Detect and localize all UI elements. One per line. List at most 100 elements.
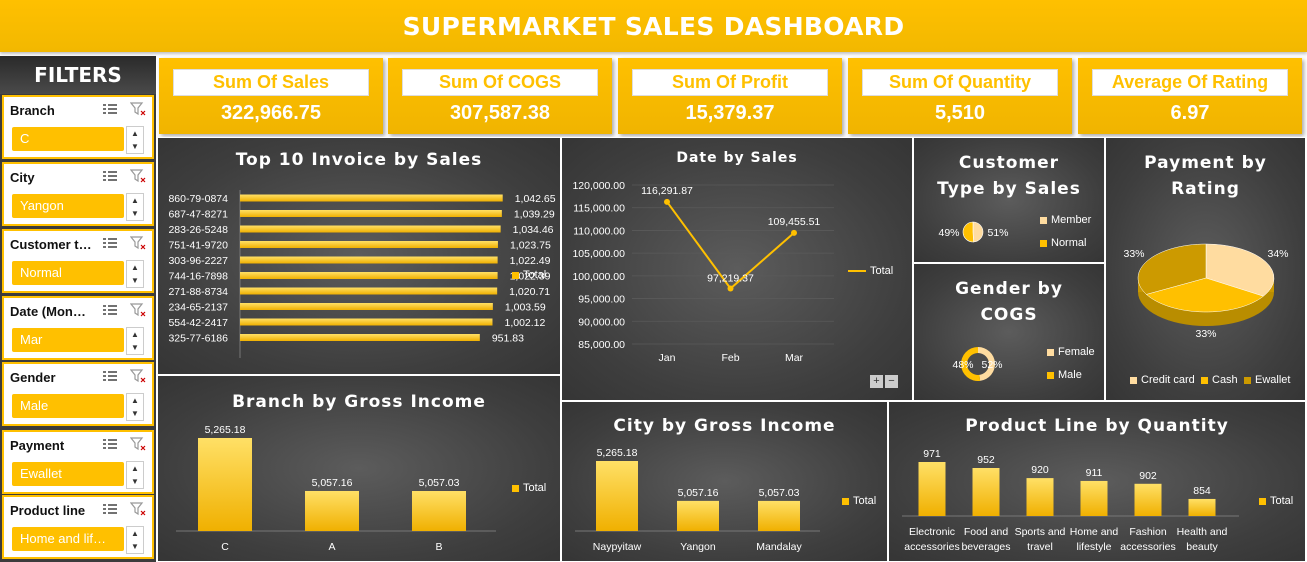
chart-payment-rating[interactable]: Payment by Rating 34% 33% 33% Credit card … (1105, 137, 1306, 401)
scroll-down-icon[interactable]: ▼ (131, 542, 139, 551)
sales-point (791, 229, 797, 236)
chart-title: Branch by Gross Income (232, 392, 486, 412)
scroll-up-icon[interactable]: ▲ (131, 464, 139, 473)
slicer-selected-item[interactable]: Home and lif… (12, 527, 124, 551)
slicer-selected-item[interactable]: Yangon (12, 194, 124, 218)
legend-label: Total (523, 269, 547, 281)
legend-total: Total (842, 495, 876, 507)
legend-swatch (1040, 216, 1047, 224)
chart-city-gross-income[interactable]: City by Gross Income 5,265.18 Naypyitaw 5,… (561, 401, 888, 562)
chart-branch-gross-income[interactable]: Branch by Gross Income 5,265.18 C 5,057.16… (157, 375, 561, 562)
payment-pie-chart: 34% 33% 33% (1123, 243, 1289, 340)
category-label: 687-47-8271 (168, 209, 228, 221)
chart-title-line: Type by Sales (937, 179, 1081, 199)
scroll-up-icon[interactable]: ▲ (131, 396, 139, 405)
slicer-scrollbar[interactable]: ▲ ▼ (126, 526, 144, 554)
slicer-scrollbar[interactable]: ▲ ▼ (126, 260, 144, 288)
legend-swatch (1259, 497, 1266, 505)
scroll-down-icon[interactable]: ▼ (131, 409, 139, 418)
scroll-up-icon[interactable]: ▲ (131, 529, 139, 538)
data-label: 49% (938, 227, 959, 239)
legend-swatch (1201, 376, 1208, 384)
chart-title-line: COGS (980, 305, 1038, 325)
data-label: 109,455.51 (768, 216, 821, 228)
chart-customer-type[interactable]: Customer Type by Sales 49% 51% Member Nor… (913, 137, 1105, 263)
data-label: 951.83 (492, 333, 524, 345)
slicer-selected-item[interactable]: C (12, 127, 124, 151)
scroll-down-icon[interactable]: ▼ (131, 209, 139, 218)
slicer-header: Date (Mon… (4, 298, 152, 324)
slicer-branch[interactable]: Branch C ▲ ▼ (2, 95, 154, 159)
slicer-scrollbar[interactable]: ▲ ▼ (126, 393, 144, 421)
data-label: 116,291.87 (641, 185, 693, 197)
multi-select-icon[interactable] (102, 169, 118, 183)
scroll-down-icon[interactable]: ▼ (131, 343, 139, 352)
chart-product-line-quantity[interactable]: Product Line by Quantity 971 Electronic ac… (888, 401, 1306, 562)
product-bar-chart: 971 Electronic accessories 952 Food and bever… (902, 448, 1239, 553)
slicer-label: Branch (10, 102, 55, 118)
slicer-scrollbar[interactable]: ▲ ▼ (126, 126, 144, 154)
slicer-payment[interactable]: Payment Ewallet ▲ ▼ (2, 430, 154, 494)
clear-filter-icon[interactable] (130, 502, 146, 516)
chart-top10-invoice[interactable]: Top 10 Invoice by Sales 860-79-0874 1,042… (157, 137, 561, 375)
slicer-selected-item[interactable]: Mar (12, 328, 124, 352)
slicer-actions (102, 303, 146, 317)
legend-label: Credit card (1141, 374, 1195, 386)
data-label: 952 (977, 454, 995, 466)
multi-select-icon[interactable] (102, 303, 118, 317)
multi-select-icon[interactable] (102, 369, 118, 383)
chart-title: Payment by Rating (1106, 150, 1305, 202)
scroll-down-icon[interactable]: ▼ (131, 477, 139, 486)
data-label: 5,057.03 (419, 477, 460, 489)
slicer-selected-item[interactable]: Ewallet (12, 462, 124, 486)
chart-gender-cogs[interactable]: Gender by COGS 48% 52% Female Male (913, 263, 1105, 401)
clear-filter-icon[interactable] (130, 303, 146, 317)
clear-filter-icon[interactable] (130, 236, 146, 250)
clear-filter-icon[interactable] (130, 369, 146, 383)
slicer-selected-item[interactable]: Male (12, 394, 124, 418)
clear-filter-icon[interactable] (130, 169, 146, 183)
multi-select-icon[interactable] (102, 102, 118, 116)
kpi-label: Sum Of COGS (402, 69, 598, 96)
clear-filter-icon[interactable] (130, 102, 146, 116)
data-label: 1,034.46 (513, 224, 554, 236)
slicer-date-mon[interactable]: Date (Mon… Mar ▲ ▼ (2, 296, 154, 360)
slicer-scrollbar[interactable]: ▲ ▼ (126, 327, 144, 355)
slicer-body: C ▲ ▼ (4, 123, 152, 157)
slicer-selected-item[interactable]: Normal (12, 261, 124, 285)
scroll-up-icon[interactable]: ▲ (131, 263, 139, 272)
multi-select-icon[interactable] (102, 236, 118, 250)
category-label: 303-96-2227 (168, 255, 228, 267)
slicer-customer-t[interactable]: Customer t… Normal ▲ ▼ (2, 229, 154, 293)
x-tick-label: A (328, 541, 335, 553)
kpi-card-cogs: Sum Of COGS 307,587.38 (388, 58, 612, 134)
kpi-value: 15,379.37 (685, 102, 775, 124)
multi-select-icon[interactable] (102, 502, 118, 516)
scroll-up-icon[interactable]: ▲ (131, 129, 139, 138)
chart-title-line: Customer (958, 153, 1060, 173)
slicer-scrollbar[interactable]: ▲ ▼ (126, 461, 144, 489)
clear-filter-icon[interactable] (130, 437, 146, 451)
zoom-out-button[interactable]: − (885, 375, 898, 388)
slicer-gender[interactable]: Gender Male ▲ ▼ (2, 362, 154, 426)
filters-title: FILTERS (0, 56, 156, 94)
legend-label: Normal (1051, 237, 1087, 249)
bar (1026, 478, 1054, 516)
zoom-in-button[interactable]: + (870, 375, 883, 388)
slicer-city[interactable]: City Yangon ▲ ▼ (2, 162, 154, 226)
scroll-up-icon[interactable]: ▲ (131, 196, 139, 205)
y-tick-label: 95,000.00 (578, 294, 625, 306)
slicer-product-line[interactable]: Product line Home and lif… ▲ ▼ (2, 495, 154, 559)
scroll-down-icon[interactable]: ▼ (131, 276, 139, 285)
x-tick-label: Feb (721, 352, 739, 364)
multi-select-icon[interactable] (102, 437, 118, 451)
chart-date-by-sales[interactable]: Date by Sales 120,000.00 115,000.00 110,00… (561, 137, 913, 401)
data-label: 920 (1031, 464, 1049, 476)
x-tick-label: lifestyle (1076, 541, 1111, 553)
chart-title: Product Line by Quantity (965, 416, 1229, 436)
scroll-down-icon[interactable]: ▼ (131, 142, 139, 151)
kpi-label: Sum Of Sales (173, 69, 369, 96)
slicer-scrollbar[interactable]: ▲ ▼ (126, 193, 144, 221)
chart-title: City by Gross Income (613, 416, 836, 436)
scroll-up-icon[interactable]: ▲ (131, 330, 139, 339)
